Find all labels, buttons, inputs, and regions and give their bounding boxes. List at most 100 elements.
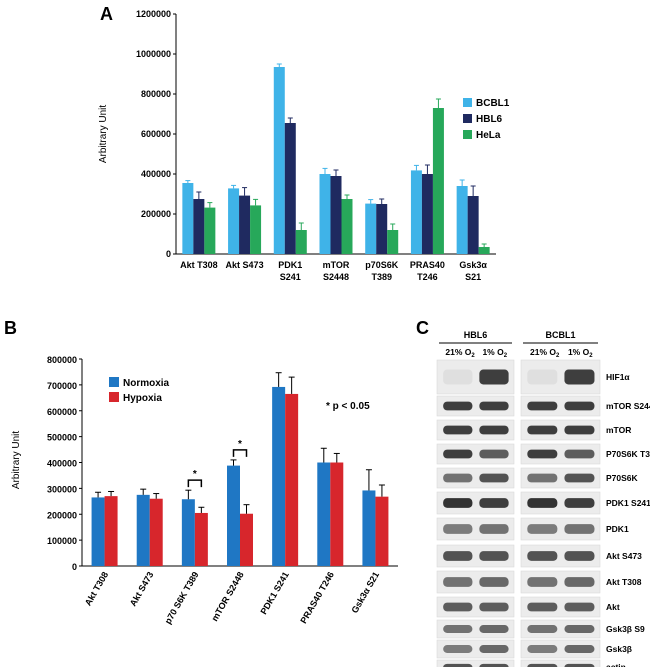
bar xyxy=(410,170,422,254)
y-tick-label: 600000 xyxy=(47,407,77,417)
bar xyxy=(317,462,331,566)
bar xyxy=(432,108,444,254)
panel-b-legend: Normoxia Hypoxia xyxy=(109,377,170,404)
y-tick-label: 400000 xyxy=(47,459,77,469)
blot-band xyxy=(527,625,558,633)
y-tick-label: 300000 xyxy=(47,484,77,494)
blot-row-label: P70S6K T389 xyxy=(606,449,650,459)
blot-row-label: PDK1 xyxy=(606,524,629,534)
blot-band xyxy=(527,645,558,653)
blot-band xyxy=(479,425,509,435)
o2-subscript: 2 xyxy=(589,353,593,359)
y-tick-label: 800000 xyxy=(47,355,77,365)
y-tick-label: 200000 xyxy=(47,510,77,520)
panel-b-significance-note: * p < 0.05 xyxy=(326,401,370,412)
bar xyxy=(181,499,195,566)
blot-strip xyxy=(436,639,515,659)
blot-strip xyxy=(520,491,601,515)
blot-strip xyxy=(520,659,601,667)
panel-a-bars xyxy=(182,63,490,254)
bar xyxy=(149,498,163,566)
legend-swatch xyxy=(109,377,119,387)
blot-strip xyxy=(436,395,515,417)
blot-strip xyxy=(520,639,601,659)
x-category-label: PDK1 xyxy=(278,260,302,270)
blot-strip xyxy=(436,517,515,541)
blot-band xyxy=(443,401,473,411)
condition-label: 21% O2 xyxy=(445,347,475,359)
panel-a-letter: A xyxy=(100,4,113,24)
condition-label: 21% O2 xyxy=(530,347,560,359)
panel-b-letter: B xyxy=(4,318,17,338)
blot-band xyxy=(527,551,558,561)
panel-b-axes: 0 100000 200000 300000 400000 500000 600000 700… xyxy=(47,355,398,626)
bar xyxy=(91,497,105,566)
blot-strip xyxy=(436,544,515,568)
bar xyxy=(341,199,353,254)
x-category-label: S21 xyxy=(465,272,481,282)
x-category-label: PDK1 S241 xyxy=(258,570,290,616)
bar xyxy=(295,230,307,254)
legend-label: Normoxia xyxy=(123,378,170,389)
y-tick-label: 1000000 xyxy=(136,49,171,59)
condition-text: 1% O xyxy=(482,347,504,357)
x-category-label: PRAS40 xyxy=(410,260,445,270)
blot-band xyxy=(443,425,473,435)
x-category-label: p70 S6K T389 xyxy=(163,570,201,626)
bar xyxy=(204,207,216,254)
blot-band xyxy=(527,498,558,508)
panel-a: A Arbitrary Unit 0 200000 400000 600000 8000… xyxy=(98,4,510,282)
condition-text: 1% O xyxy=(568,347,590,357)
blot-band xyxy=(443,625,473,633)
blot-band xyxy=(564,425,595,435)
x-category-label: Akt S473 xyxy=(128,570,156,608)
x-category-label: Akt T308 xyxy=(83,570,110,608)
blot-band xyxy=(564,524,595,534)
blot-band xyxy=(527,524,558,534)
bar xyxy=(227,465,240,566)
blot-row-label: actin xyxy=(606,662,626,667)
blot-strip xyxy=(436,570,515,594)
blot-band xyxy=(443,369,473,385)
blot-band xyxy=(479,473,509,483)
legend-swatch xyxy=(463,98,472,107)
panel-a-axes: 0 200000 400000 600000 800000 1000000 1200000 A… xyxy=(136,9,496,282)
y-tick-label: 0 xyxy=(166,249,171,259)
blot-strip xyxy=(520,467,601,489)
y-tick-label: 500000 xyxy=(47,433,77,443)
blot-band xyxy=(479,663,509,667)
blot-row-label: Gsk3β S9 xyxy=(606,624,645,634)
blot-row-label: Akt T308 xyxy=(606,577,642,587)
o2-subscript: 2 xyxy=(556,353,560,359)
x-category-label: PRAS40 T246 xyxy=(298,570,336,625)
blot-band xyxy=(564,602,595,612)
blot-strip xyxy=(520,570,601,594)
bar xyxy=(182,183,194,254)
condition-text: 21% O xyxy=(445,347,471,357)
blot-band xyxy=(443,449,473,459)
blot-row-label: mTOR S2448 xyxy=(606,401,650,411)
blot-band xyxy=(479,498,509,508)
legend-label: BCBL1 xyxy=(476,98,510,109)
legend-swatch xyxy=(463,130,472,139)
bar xyxy=(319,174,331,254)
x-category-label: Akt S473 xyxy=(226,260,264,270)
blot-row-label: Gsk3β xyxy=(606,644,632,654)
blot-band xyxy=(564,663,595,667)
bar xyxy=(376,204,388,254)
bar xyxy=(284,123,296,254)
condition-label: 1% O2 xyxy=(482,347,507,359)
blot-strip xyxy=(436,596,515,618)
bar xyxy=(136,494,150,566)
blot-band xyxy=(443,602,473,612)
bar xyxy=(193,199,205,254)
bar xyxy=(362,490,376,566)
blot-strip xyxy=(520,517,601,541)
blot-row-label: HIF1α xyxy=(606,372,630,382)
bar xyxy=(478,247,490,254)
y-tick-label: 600000 xyxy=(141,129,171,139)
blot-row-label: PDK1 S241 xyxy=(606,498,650,508)
legend-label: HBL6 xyxy=(476,114,503,125)
blot-strip xyxy=(436,467,515,489)
y-tick-label: 700000 xyxy=(47,381,77,391)
